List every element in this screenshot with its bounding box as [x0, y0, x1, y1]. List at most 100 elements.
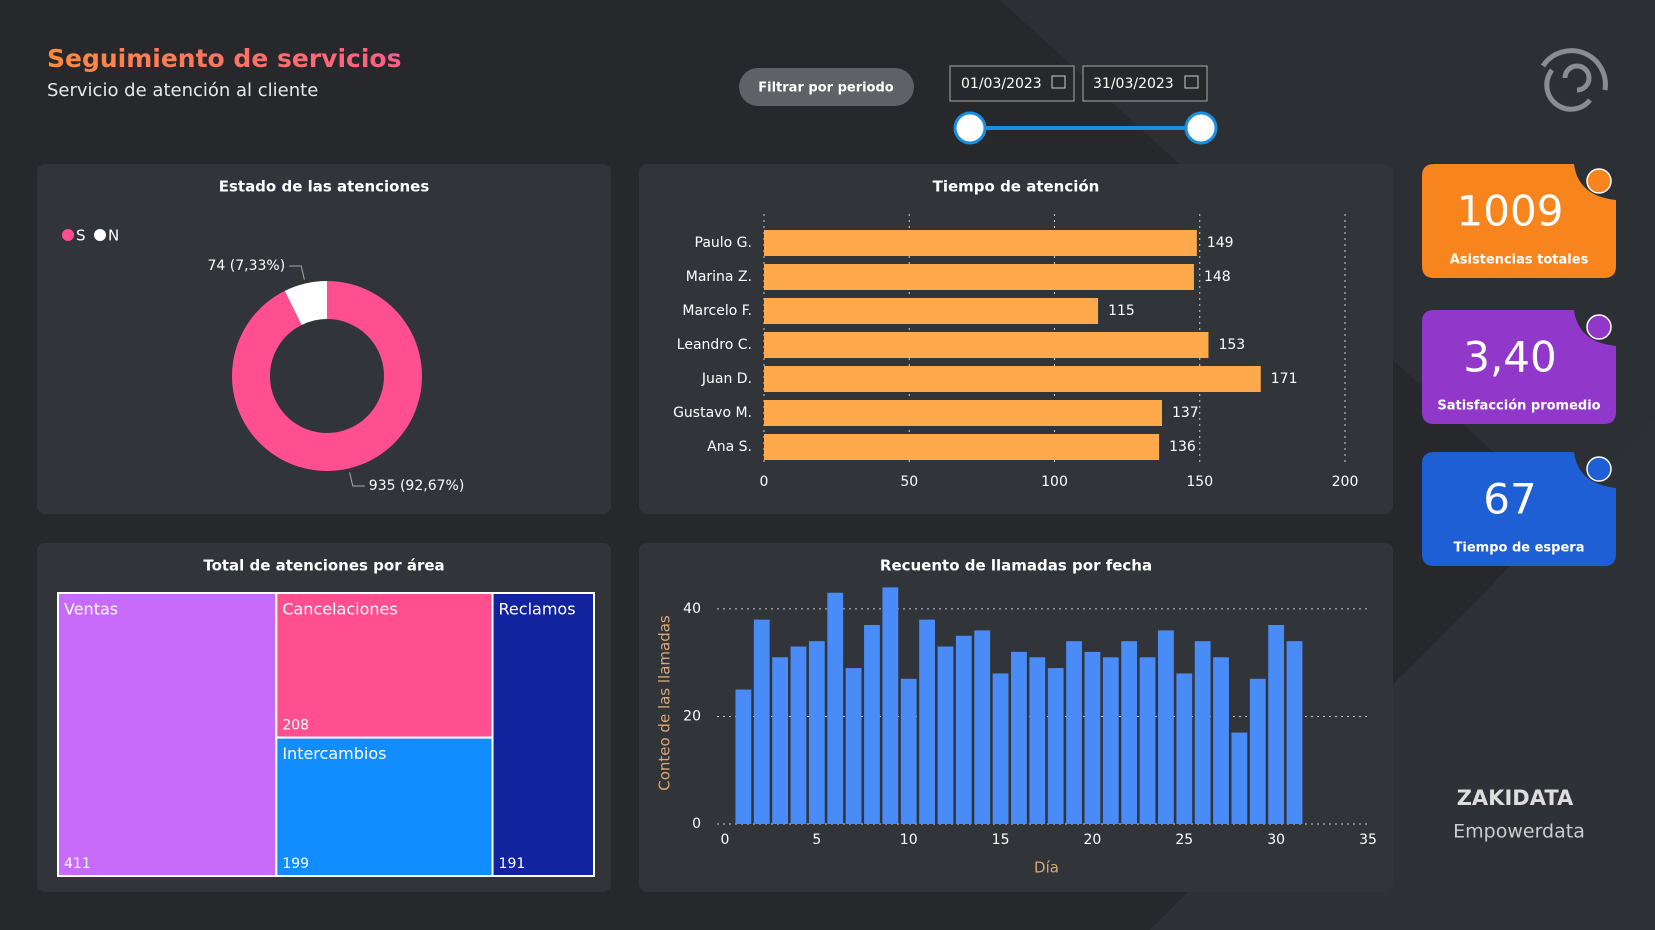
x-tick-label: 15 — [992, 832, 1010, 848]
data-label: 153 — [1218, 337, 1245, 353]
bar — [1231, 732, 1248, 824]
donut-slice — [284, 281, 327, 325]
bar — [1176, 673, 1193, 824]
date-input[interactable] — [949, 65, 1075, 102]
cell-value: 199 — [282, 856, 309, 872]
calendar-icon — [1184, 75, 1199, 89]
cell-label: Ventas — [64, 600, 118, 619]
x-tick-label: 30 — [1267, 832, 1285, 848]
x-tick-label: 5 — [812, 832, 821, 848]
y-tick-label: Leandro C. — [677, 337, 752, 353]
y-tick-label: Paulo G. — [695, 235, 752, 251]
kpi-icon — [1586, 168, 1612, 194]
bar — [1194, 641, 1211, 824]
kpi-label: Asistencias totales — [1450, 253, 1589, 268]
bar — [900, 678, 917, 824]
leader-line — [349, 472, 365, 487]
x-tick-label: 35 — [1359, 832, 1377, 848]
x-tick-label: 0 — [721, 832, 730, 848]
bar — [992, 673, 1009, 824]
data-label: 136 — [1169, 439, 1196, 455]
y-tick-label: Marina Z. — [686, 269, 752, 285]
treemap-cell — [275, 736, 494, 877]
date-start[interactable]: 01/03/2023 — [961, 76, 1042, 92]
bar — [1029, 657, 1046, 824]
kpi-card — [1422, 164, 1616, 278]
x-tick-label: 200 — [1332, 474, 1359, 490]
kpi-card — [1422, 452, 1616, 566]
x-tick-label: 25 — [1175, 832, 1193, 848]
filter-button-label[interactable]: Filtrar por periodo — [758, 81, 894, 96]
bar — [974, 630, 991, 824]
bar — [764, 230, 1197, 256]
data-label: 935 (92,67%) — [369, 478, 464, 494]
legend-dot — [94, 229, 106, 241]
brand-tagline: Empowerdata — [1453, 821, 1585, 843]
bar — [790, 646, 807, 824]
bar — [764, 332, 1209, 358]
bar — [753, 619, 770, 824]
bar — [827, 592, 844, 824]
x-tick-label: 100 — [1041, 474, 1068, 490]
calendar-icon — [1051, 75, 1066, 89]
title: Seguimiento de servicios — [47, 44, 401, 73]
brand-name: ZAKIDATA — [1457, 786, 1574, 810]
leader-line — [289, 265, 305, 280]
bar — [1084, 651, 1101, 824]
slider-handle[interactable] — [1184, 111, 1218, 145]
y-tick-label: 0 — [692, 816, 701, 832]
bar — [1249, 678, 1266, 824]
bar — [764, 366, 1261, 392]
filter-button[interactable] — [739, 68, 914, 106]
y-tick-label: Juan D. — [701, 371, 752, 387]
data-label: 148 — [1204, 269, 1231, 285]
x-tick-label: 0 — [760, 474, 769, 490]
data-label: 137 — [1172, 405, 1199, 421]
bar — [1286, 641, 1303, 824]
bar — [864, 625, 880, 824]
bar — [955, 635, 972, 824]
legend-label: N — [108, 227, 119, 245]
date-end[interactable]: 31/03/2023 — [1093, 76, 1174, 92]
bar — [764, 434, 1160, 460]
cell-label: Cancelaciones — [282, 600, 397, 619]
kpi-label: Tiempo de espera — [1454, 541, 1585, 556]
x-tick-label: 150 — [1186, 474, 1213, 490]
kpi-value: 1009 — [1457, 187, 1564, 236]
kpi-icon — [1586, 314, 1612, 340]
cell-value: 191 — [499, 856, 526, 872]
kpi-value: 67 — [1483, 475, 1536, 524]
y-axis-label: Conteo de las llamadas — [656, 615, 674, 791]
bar — [1047, 668, 1064, 824]
cell-value: 208 — [282, 718, 309, 734]
bar — [882, 587, 899, 824]
panel — [37, 164, 611, 514]
chart-title: Tiempo de atención — [933, 178, 1100, 196]
date-input[interactable] — [1082, 65, 1208, 102]
bar — [1213, 657, 1229, 824]
cell-label: Reclamos — [499, 600, 576, 619]
x-tick-label: 10 — [900, 832, 918, 848]
cell-value: 411 — [64, 856, 91, 872]
bar — [764, 400, 1162, 426]
kpi-icon — [1586, 456, 1612, 482]
kpi-value: 3,40 — [1463, 333, 1557, 382]
bar — [1139, 657, 1156, 824]
legend-dot — [62, 229, 74, 241]
bar — [1066, 641, 1082, 824]
data-label: 115 — [1108, 303, 1135, 319]
chart-title: Total de atenciones por área — [203, 557, 444, 575]
bar — [845, 668, 862, 824]
y-tick-label: Marcelo F. — [682, 303, 752, 319]
subtitle: Servicio de atención al cliente — [47, 80, 318, 101]
x-axis-label: Día — [1034, 859, 1059, 877]
slider-handle[interactable] — [953, 111, 987, 145]
x-tick-label: 20 — [1084, 832, 1102, 848]
y-tick-label: Ana S. — [707, 439, 752, 455]
bar — [937, 646, 954, 824]
chart-title: Estado de las atenciones — [219, 178, 430, 196]
donut-slice — [232, 281, 423, 471]
bar — [772, 657, 789, 824]
bar — [1011, 651, 1027, 824]
bar — [919, 619, 935, 824]
